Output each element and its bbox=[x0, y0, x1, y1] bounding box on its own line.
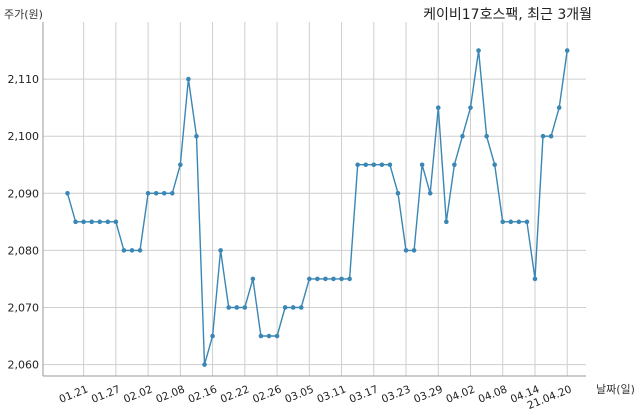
price-series-line bbox=[66, 50, 568, 365]
price-point bbox=[508, 219, 514, 225]
x-axis-label: 날짜(일) bbox=[596, 383, 635, 396]
price-point bbox=[266, 333, 272, 339]
price-point bbox=[355, 162, 360, 168]
x-tick-label: 02.26 bbox=[251, 383, 284, 406]
x-tick-label: 02.16 bbox=[186, 383, 219, 406]
price-point bbox=[218, 248, 223, 253]
price-point bbox=[169, 190, 175, 196]
price-point bbox=[476, 48, 481, 53]
x-tick-label: 01.21 bbox=[58, 383, 90, 405]
price-point bbox=[484, 133, 489, 139]
price-point bbox=[339, 276, 344, 282]
price-point bbox=[532, 276, 538, 282]
y-tick-label: 2,070 bbox=[8, 301, 40, 314]
price-point bbox=[492, 162, 497, 168]
x-tick-label: 01.27 bbox=[90, 383, 122, 405]
y-axis-label: 주가(원) bbox=[4, 8, 43, 21]
price-point bbox=[161, 190, 167, 196]
price-point bbox=[307, 276, 312, 282]
price-point bbox=[427, 190, 433, 196]
price-point bbox=[113, 219, 119, 225]
price-point bbox=[274, 333, 280, 339]
price-point bbox=[290, 305, 296, 310]
price-point bbox=[186, 76, 191, 82]
price-point bbox=[194, 133, 199, 139]
price-point bbox=[500, 219, 506, 225]
price-point bbox=[282, 305, 288, 310]
x-tick-label: 04.08 bbox=[477, 383, 509, 405]
price-point bbox=[452, 162, 457, 168]
price-point bbox=[331, 276, 336, 282]
price-point bbox=[403, 248, 409, 253]
price-point bbox=[129, 248, 135, 253]
price-point bbox=[226, 305, 231, 310]
price-point bbox=[468, 105, 473, 110]
price-point bbox=[371, 162, 377, 168]
price-point bbox=[516, 219, 522, 225]
price-point bbox=[444, 219, 449, 225]
x-tick-label: 02.02 bbox=[122, 383, 154, 405]
price-point bbox=[540, 133, 546, 139]
price-point bbox=[121, 248, 127, 253]
chart-title: 케이비17호스팩, 최근 3개월 bbox=[423, 7, 592, 23]
price-point bbox=[81, 219, 86, 225]
x-tick-label: 03.05 bbox=[283, 383, 315, 405]
price-point bbox=[387, 162, 393, 168]
price-point bbox=[556, 105, 562, 110]
price-point bbox=[379, 162, 385, 168]
price-point bbox=[89, 219, 94, 225]
price-point bbox=[315, 276, 320, 282]
price-point bbox=[145, 190, 151, 196]
price-point bbox=[153, 190, 159, 196]
price-point bbox=[298, 305, 304, 310]
price-point bbox=[234, 305, 240, 310]
price-point bbox=[242, 305, 248, 310]
y-tick-label: 2,100 bbox=[8, 130, 40, 143]
y-tick-label: 2,090 bbox=[8, 187, 40, 200]
price-point bbox=[323, 276, 328, 282]
price-point bbox=[258, 333, 264, 339]
price-point bbox=[460, 133, 465, 139]
price-point bbox=[564, 48, 570, 53]
price-point bbox=[178, 162, 183, 168]
price-point bbox=[97, 219, 103, 225]
price-point bbox=[419, 162, 425, 168]
y-tick-label: 2,110 bbox=[8, 73, 40, 86]
price-point bbox=[347, 276, 352, 282]
y-tick-label: 2,080 bbox=[8, 244, 40, 257]
price-point bbox=[250, 276, 256, 282]
x-tick-label: 03.11 bbox=[315, 383, 347, 405]
price-point bbox=[363, 162, 369, 168]
price-point bbox=[524, 219, 530, 225]
x-tick-label: 04.02 bbox=[444, 383, 476, 405]
x-tick-label: 03.23 bbox=[380, 383, 412, 405]
x-tick-label: 02.22 bbox=[219, 383, 251, 405]
price-point bbox=[202, 362, 207, 367]
price-point bbox=[395, 190, 401, 196]
price-point bbox=[435, 105, 441, 110]
x-tick-label: 03.17 bbox=[348, 383, 380, 405]
x-tick-label: 03.29 bbox=[412, 383, 444, 405]
x-tick-label: 02.08 bbox=[154, 383, 186, 405]
price-point bbox=[65, 190, 70, 196]
price-point bbox=[411, 248, 417, 253]
price-point bbox=[105, 219, 111, 225]
price-point bbox=[548, 133, 554, 139]
price-point bbox=[73, 219, 78, 225]
price-point bbox=[137, 248, 143, 253]
y-tick-label: 2,060 bbox=[8, 359, 40, 372]
price-point bbox=[210, 333, 215, 339]
